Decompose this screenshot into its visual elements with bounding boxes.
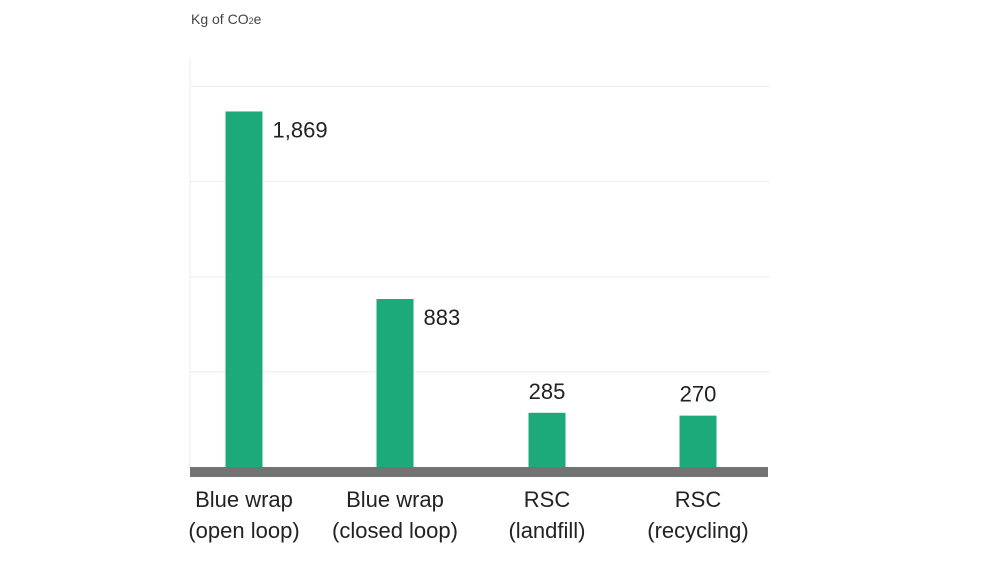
category-label-line2: (open loop) bbox=[188, 518, 300, 543]
category-label: Blue wrap (open loop) bbox=[164, 484, 324, 546]
y-axis-label: Kg of CO2e bbox=[191, 11, 262, 27]
category-label-line1: RSC bbox=[674, 487, 722, 512]
category-label: RSC (landfill) bbox=[467, 484, 627, 546]
category-label-line2: (closed loop) bbox=[332, 518, 458, 543]
category-label-line1: RSC bbox=[523, 487, 571, 512]
data-label: 285 bbox=[529, 379, 566, 404]
category-label-line2: (landfill) bbox=[508, 518, 586, 543]
data-label: 883 bbox=[424, 305, 461, 330]
x-axis-baseline bbox=[190, 467, 768, 477]
category-label: Blue wrap (closed loop) bbox=[315, 484, 475, 546]
bar bbox=[225, 111, 263, 467]
category-label-line1: Blue wrap bbox=[195, 487, 293, 512]
bar bbox=[679, 415, 717, 467]
data-label: 1,869 bbox=[273, 117, 328, 142]
data-label: 270 bbox=[680, 382, 717, 407]
category-label-line2: (recycling) bbox=[647, 518, 749, 543]
bar bbox=[528, 412, 566, 467]
bar bbox=[376, 299, 414, 467]
category-label: RSC (recycling) bbox=[618, 484, 778, 546]
category-label-line1: Blue wrap bbox=[346, 487, 444, 512]
